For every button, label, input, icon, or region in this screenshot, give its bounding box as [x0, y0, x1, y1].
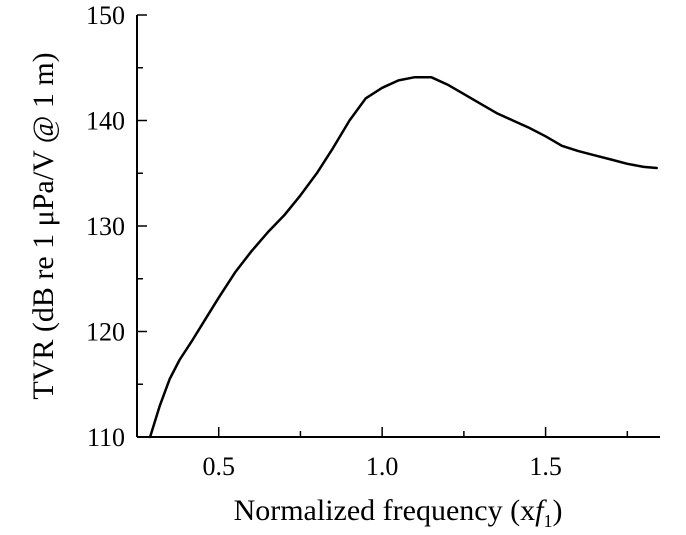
- y-tick-label: 150: [86, 1, 125, 30]
- y-tick-label: 110: [87, 423, 125, 452]
- x-axis-title-close: ): [552, 494, 562, 527]
- ticks: [136, 14, 629, 438]
- tick-labels: 0.5 1.0 1.5 110 120 130 140 150: [86, 1, 562, 481]
- x-tick-label: 1.0: [366, 452, 399, 481]
- x-axis-title-sub: 1: [543, 511, 552, 531]
- x-tick-label: 0.5: [202, 452, 235, 481]
- x-axis-title-main: Normalized frequency (x: [234, 494, 536, 527]
- y-tick-label: 120: [86, 318, 125, 347]
- y-tick-label: 140: [86, 107, 125, 136]
- series: [148, 75, 658, 439]
- y-tick-label: 130: [86, 212, 125, 241]
- x-axis-title: Normalized frequency (xf1): [234, 494, 563, 531]
- y-axis-title: TVR (dB re 1 μPa/V @ 1 m): [27, 52, 60, 399]
- x-tick-label: 1.5: [529, 452, 562, 481]
- series-line-0: [148, 75, 658, 439]
